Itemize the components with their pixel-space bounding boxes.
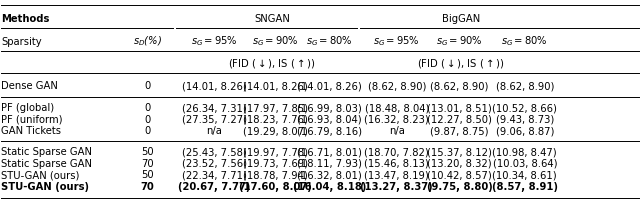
- Text: 70: 70: [141, 159, 154, 169]
- Text: (14.01, 8.26): (14.01, 8.26): [297, 81, 362, 91]
- Text: (18.23, 7.76): (18.23, 7.76): [243, 115, 308, 125]
- Text: (16.32, 8.01): (16.32, 8.01): [297, 170, 362, 180]
- Text: $s_D$(%): $s_D$(%): [132, 35, 162, 48]
- Text: STU-GAN (ours): STU-GAN (ours): [1, 182, 90, 192]
- Text: (12.27, 8.50): (12.27, 8.50): [427, 115, 492, 125]
- Text: (22.34, 7.71): (22.34, 7.71): [182, 170, 247, 180]
- Text: (16.04, 8.18): (16.04, 8.18): [293, 182, 366, 192]
- Text: 50: 50: [141, 147, 154, 157]
- Text: (10.42, 8.57): (10.42, 8.57): [427, 170, 492, 180]
- Text: (16.99, 8.03): (16.99, 8.03): [297, 103, 362, 113]
- Text: (19.97, 7.78): (19.97, 7.78): [243, 147, 308, 157]
- Text: (16.79, 8.16): (16.79, 8.16): [297, 126, 362, 136]
- Text: (20.67, 7.77): (20.67, 7.77): [178, 182, 251, 192]
- Text: $s_G = 80\%$: $s_G = 80\%$: [501, 35, 548, 48]
- Text: (10.03, 8.64): (10.03, 8.64): [493, 159, 557, 169]
- Text: (19.73, 7.69): (19.73, 7.69): [243, 159, 308, 169]
- Text: 0: 0: [144, 103, 150, 113]
- Text: BigGAN: BigGAN: [442, 14, 480, 24]
- Text: (14.01, 8.26): (14.01, 8.26): [182, 81, 247, 91]
- Text: Sparsity: Sparsity: [1, 37, 42, 47]
- Text: (9.43, 8.73): (9.43, 8.73): [495, 115, 554, 125]
- Text: $s_G = 90\%$: $s_G = 90\%$: [252, 35, 299, 48]
- Text: (18.70, 7.82): (18.70, 7.82): [364, 147, 429, 157]
- Text: 50: 50: [141, 170, 154, 180]
- Text: (9.87, 8.75): (9.87, 8.75): [430, 126, 489, 136]
- Text: (16.32, 8.23): (16.32, 8.23): [364, 115, 429, 125]
- Text: (FID ($\downarrow$), IS ($\uparrow$)): (FID ($\downarrow$), IS ($\uparrow$)): [417, 57, 504, 70]
- Text: $s_G = 95\%$: $s_G = 95\%$: [191, 35, 238, 48]
- Text: (27.35, 7.27): (27.35, 7.27): [182, 115, 247, 125]
- Text: (13.27, 8.37): (13.27, 8.37): [360, 182, 433, 192]
- Text: (FID ($\downarrow$), IS ($\uparrow$)): (FID ($\downarrow$), IS ($\uparrow$)): [228, 57, 316, 70]
- Text: $s_G = 95\%$: $s_G = 95\%$: [373, 35, 420, 48]
- Text: $s_G = 80\%$: $s_G = 80\%$: [306, 35, 353, 48]
- Text: 0: 0: [144, 81, 150, 91]
- Text: (10.98, 8.47): (10.98, 8.47): [493, 147, 557, 157]
- Text: (13.01, 8.51): (13.01, 8.51): [427, 103, 492, 113]
- Text: (9.75, 8.80): (9.75, 8.80): [427, 182, 492, 192]
- Text: (13.47, 8.19): (13.47, 8.19): [364, 170, 429, 180]
- Text: STU-GAN (ours): STU-GAN (ours): [1, 170, 79, 180]
- Text: (8.62, 8.90): (8.62, 8.90): [367, 81, 426, 91]
- Text: n/a: n/a: [389, 126, 404, 136]
- Text: Static Sparse GAN: Static Sparse GAN: [1, 147, 92, 157]
- Text: (18.48, 8.04): (18.48, 8.04): [365, 103, 429, 113]
- Text: (23.52, 7.56): (23.52, 7.56): [182, 159, 247, 169]
- Text: (8.57, 8.91): (8.57, 8.91): [492, 182, 558, 192]
- Text: PF (uniform): PF (uniform): [1, 115, 63, 125]
- Text: (10.34, 8.61): (10.34, 8.61): [493, 170, 557, 180]
- Text: SNGAN: SNGAN: [254, 14, 290, 24]
- Text: (9.06, 8.87): (9.06, 8.87): [495, 126, 554, 136]
- Text: (15.46, 8.13): (15.46, 8.13): [364, 159, 429, 169]
- Text: (15.37, 8.12): (15.37, 8.12): [427, 147, 492, 157]
- Text: 0: 0: [144, 126, 150, 136]
- Text: (17.60, 8.07): (17.60, 8.07): [239, 182, 312, 192]
- Text: (10.52, 8.66): (10.52, 8.66): [492, 103, 557, 113]
- Text: n/a: n/a: [207, 126, 222, 136]
- Text: PF (global): PF (global): [1, 103, 54, 113]
- Text: (25.43, 7.58): (25.43, 7.58): [182, 147, 247, 157]
- Text: GAN Tickets: GAN Tickets: [1, 126, 61, 136]
- Text: (16.71, 8.01): (16.71, 8.01): [297, 147, 362, 157]
- Text: 70: 70: [140, 182, 154, 192]
- Text: 0: 0: [144, 115, 150, 125]
- Text: Dense GAN: Dense GAN: [1, 81, 58, 91]
- Text: Static Sparse GAN: Static Sparse GAN: [1, 159, 92, 169]
- Text: $s_G = 90\%$: $s_G = 90\%$: [436, 35, 483, 48]
- Text: (13.20, 8.32): (13.20, 8.32): [428, 159, 492, 169]
- Text: (16.93, 8.04): (16.93, 8.04): [298, 115, 362, 125]
- Text: (26.34, 7.31): (26.34, 7.31): [182, 103, 247, 113]
- Text: (8.62, 8.90): (8.62, 8.90): [495, 81, 554, 91]
- Text: (18.11, 7.93): (18.11, 7.93): [297, 159, 362, 169]
- Text: (8.62, 8.90): (8.62, 8.90): [430, 81, 489, 91]
- Text: (14.01, 8.26): (14.01, 8.26): [243, 81, 308, 91]
- Text: (18.78, 7.94): (18.78, 7.94): [243, 170, 308, 180]
- Text: (17.97, 7.85): (17.97, 7.85): [243, 103, 308, 113]
- Text: Methods: Methods: [1, 14, 50, 24]
- Text: (19.29, 8.07): (19.29, 8.07): [243, 126, 308, 136]
